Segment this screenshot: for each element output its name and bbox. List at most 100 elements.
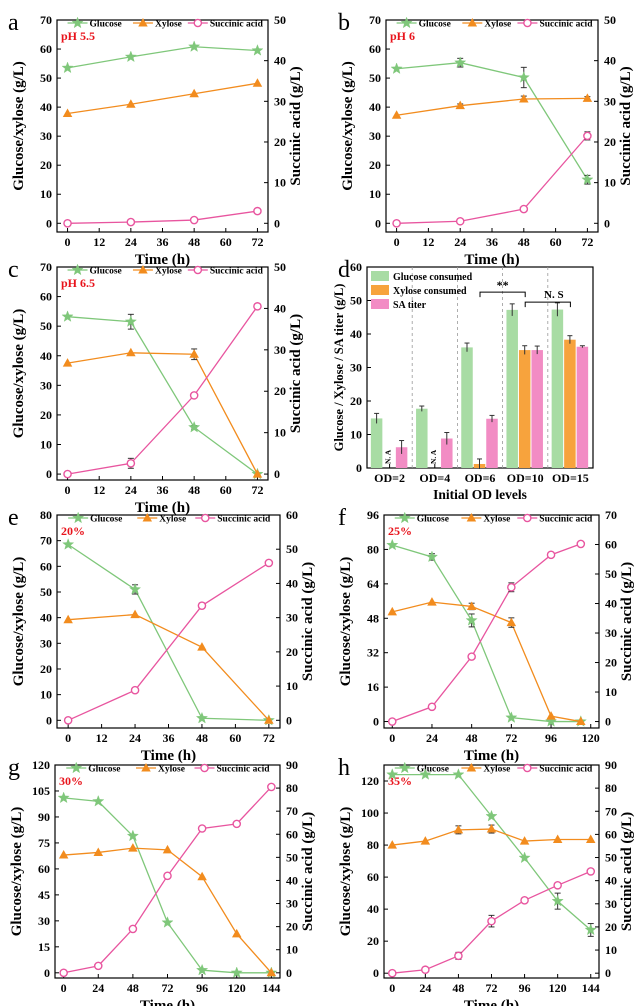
bar (441, 438, 453, 468)
data-point (453, 824, 464, 834)
y-tick-label: 60 (350, 260, 362, 274)
legend: Glucose Xylose Succinic acid (67, 16, 264, 30)
x-tick-label: 72 (581, 235, 593, 249)
series-line (396, 97, 588, 116)
legend-marker (138, 265, 148, 274)
y-right-tick-label: 80 (286, 781, 298, 795)
panel-letter: g (8, 755, 20, 781)
series-line (67, 543, 269, 721)
y-right-tick-label: 0 (604, 216, 610, 230)
series-glucose (386, 538, 587, 727)
series-glucose (57, 791, 278, 978)
legend-marker (200, 763, 209, 773)
x-tick-label: 48 (518, 235, 530, 249)
series-line (392, 544, 581, 723)
y-left-tick-label: 40 (369, 100, 381, 114)
y-right-tick-label: 20 (286, 920, 298, 934)
bar (416, 408, 428, 468)
condition-label: 20% (61, 524, 85, 538)
data-point (197, 871, 207, 881)
y-right-tick-label: 50 (286, 542, 298, 556)
series-succinic-acid (63, 302, 262, 479)
x-tick-label: 36 (163, 731, 175, 745)
y-left-tick-label: 0 (46, 216, 52, 230)
data-point (387, 840, 398, 849)
x-tick-label: 72 (251, 483, 263, 497)
data-point (189, 88, 199, 98)
panel-b: 0 12 24 36 48 60 72 0 10 20 30 40 50 60 70 0 10 20 30 40 50 T… (340, 13, 634, 268)
legend-label: Succinic acid (539, 515, 593, 525)
x-axis-label: Time (h) (141, 748, 196, 764)
legend-label: Glucose (90, 267, 122, 277)
bar (370, 418, 383, 468)
data-point (197, 642, 207, 651)
bar (506, 309, 518, 468)
y-right-tick-label: 50 (605, 567, 617, 581)
x-tick-label: 36 (157, 235, 169, 249)
data-point (253, 302, 262, 311)
y-left-tick-label: 0 (46, 467, 52, 481)
series-line (63, 847, 272, 974)
data-point (454, 951, 463, 961)
x-tick-label: 24 (92, 981, 104, 995)
data-point (188, 420, 201, 433)
y-axis-label: Glucose / Xylose / SA titer (g/L) (332, 284, 346, 452)
x-tick-label: 0 (389, 731, 395, 745)
y-left-tick-label: 20 (40, 408, 52, 422)
legend: Glucose Xylose Succinic acid (66, 761, 270, 775)
category-label: OD=15 (552, 471, 589, 485)
y-right-tick-label: 0 (286, 713, 292, 727)
legend-marker (71, 16, 84, 29)
category-label: OD=2 (374, 471, 405, 485)
y-right-tick-label: 80 (605, 781, 617, 795)
x-tick-label: 60 (220, 235, 232, 249)
y-left-tick-label: 32 (367, 646, 379, 660)
y-left-tick-label: 40 (40, 349, 52, 363)
y-right-tick-label: 0 (605, 966, 611, 980)
y-left-tick-label: 50 (40, 319, 52, 333)
series-succinic-acid (63, 558, 274, 725)
panel-letter: d (338, 257, 350, 283)
data-point (391, 110, 402, 119)
y-right-tick-label: 0 (605, 715, 611, 729)
y-left-tick-label: 60 (367, 870, 379, 884)
x-tick-label: 48 (196, 731, 208, 745)
x-tick-label: 12 (422, 235, 434, 249)
condition-label: pH 6.5 (61, 276, 95, 290)
y-right-tick-label: 70 (605, 804, 617, 818)
x-tick-label: 120 (582, 731, 600, 745)
x-tick-label: 48 (188, 483, 200, 497)
y-right-axis-label: Succinic acid (g/L) (288, 314, 304, 433)
data-point (195, 711, 209, 724)
x-tick-label: 0 (389, 981, 395, 995)
panel-letter: b (338, 10, 350, 36)
y-left-tick-label: 0 (373, 966, 379, 980)
y-right-tick-label: 30 (605, 626, 617, 640)
legend-label: Xylose (155, 20, 182, 30)
significance-bracket (479, 291, 526, 298)
series-xylose (387, 597, 586, 726)
data-point (466, 601, 477, 610)
data-point (58, 850, 69, 859)
legend: Glucose Xylose Succinic acid (68, 511, 271, 525)
data-point (189, 349, 199, 358)
series-glucose (61, 40, 264, 74)
data-point (230, 966, 243, 978)
legend-label: Succinic acid (217, 515, 271, 525)
legend-marker (523, 763, 532, 773)
data-point (253, 206, 262, 216)
series-line (392, 543, 582, 723)
legend: Glucose consumed Xylose consumed SA titer (371, 271, 473, 311)
y-tick-label: 10 (350, 428, 362, 442)
y-left-tick-label: 90 (38, 810, 50, 824)
legend-label: Xylose (155, 267, 182, 277)
panel-g: 0 24 48 72 96 120 144 0 15 30 45 60 75 90 105 120 0 10 20 3… (9, 758, 316, 1006)
data-point (197, 824, 207, 833)
data-point (251, 44, 264, 56)
panel-e: 0 12 24 36 48 60 72 0 10 20 30 40 50 60 70 80 0 10 20 30 40 5… (11, 508, 316, 764)
data-point (546, 711, 556, 720)
data-point (62, 358, 73, 367)
y-left-tick-label: 70 (369, 13, 381, 27)
y-left-tick-label: 50 (369, 71, 381, 85)
